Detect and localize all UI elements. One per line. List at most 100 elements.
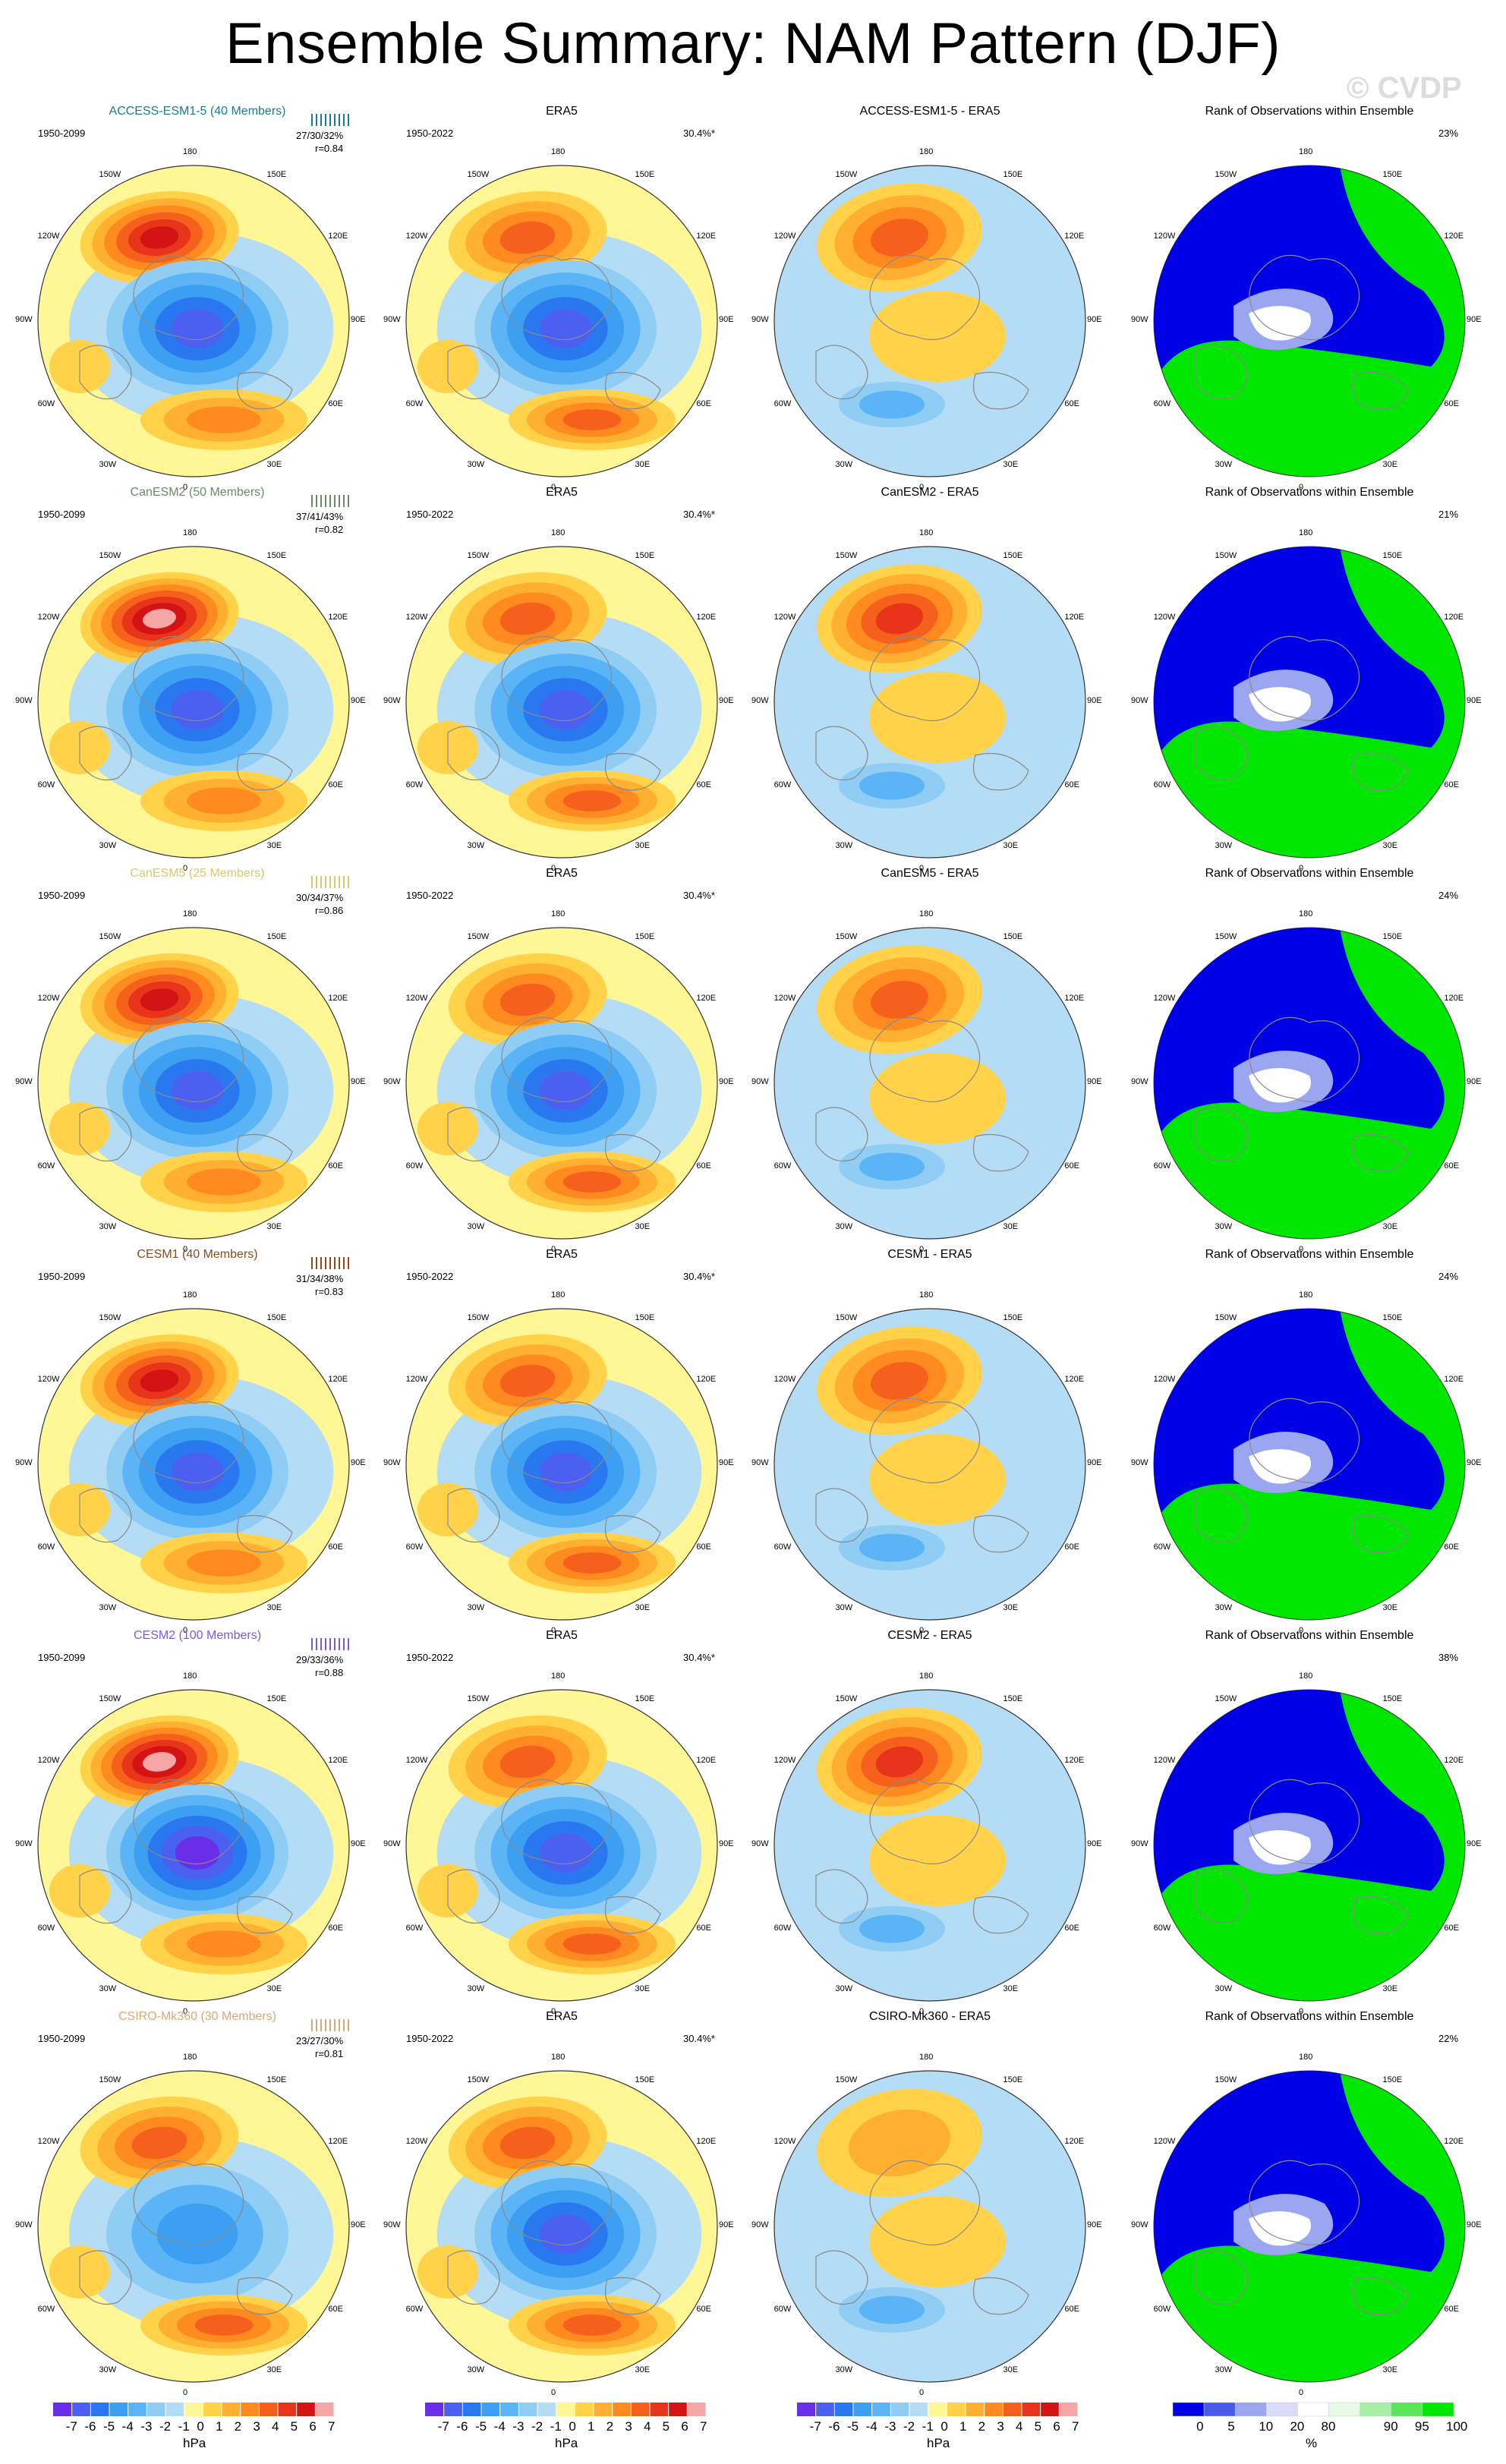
rank-title: Rank of Observations within Ensemble	[1205, 1248, 1414, 1261]
member-tick	[320, 1257, 322, 1269]
contour-level	[499, 602, 556, 635]
lon-label: 150W	[99, 1694, 121, 1703]
lon-label: 120W	[37, 231, 60, 241]
lon-label: 90E	[719, 315, 734, 324]
model-title: CESM2 (100 Members)	[133, 1629, 262, 1642]
lon-label: 90W	[383, 696, 401, 705]
member-tick	[334, 1257, 336, 1269]
period-label: 1950-2099	[38, 890, 86, 901]
lon-label: 60W	[773, 1542, 792, 1552]
rank-pct: 38%	[1438, 1652, 1459, 1663]
lon-label: 120W	[1153, 2136, 1176, 2146]
contour-level	[562, 409, 622, 430]
lon-label: 90E	[351, 315, 366, 324]
colorbar-cell	[165, 2403, 184, 2416]
lon-label: 180	[551, 1290, 566, 1300]
contour-level	[562, 2314, 622, 2336]
lon-label: 30E	[1382, 460, 1398, 470]
lon-label: 90E	[1467, 1839, 1482, 1848]
ensemble-stats: 23/27/30%	[296, 2035, 344, 2047]
colorbar-units: hPa	[555, 2436, 578, 2450]
lon-label: 120E	[1064, 993, 1085, 1003]
obs-period: 1950-2022	[406, 1652, 454, 1663]
colorbar-tick-label: -3	[140, 2419, 153, 2434]
contour-level	[175, 1836, 220, 1870]
lon-label: 150E	[635, 931, 655, 941]
member-tick	[343, 876, 345, 888]
coastline	[447, 254, 661, 410]
member-tick	[348, 495, 349, 507]
contour-level	[859, 2295, 925, 2324]
lon-label: 120W	[37, 993, 60, 1003]
lon-label: 30W	[1215, 1222, 1233, 1232]
lon-label: 90E	[351, 1839, 366, 1848]
lon-label: 30E	[1003, 1984, 1019, 1994]
coastline	[1195, 2160, 1409, 2315]
lon-label: 180	[1299, 1290, 1313, 1300]
obs-pct: 30.4%*	[683, 128, 715, 139]
rank-colorbar-units: %	[1306, 2436, 1318, 2450]
correlation: r=0.88	[315, 1667, 344, 1678]
lon-label: 150W	[1215, 1694, 1237, 1703]
lon-label: 120E	[1444, 231, 1464, 241]
rank-title: Rank of Observations within Ensemble	[1205, 105, 1414, 118]
lon-label: 120E	[696, 1374, 717, 1384]
rank-pct: 24%	[1438, 1271, 1459, 1282]
lon-label: 60E	[328, 2304, 343, 2314]
contour-level	[869, 2196, 1006, 2287]
lon-label: 30W	[99, 1222, 117, 1232]
contour-level	[869, 672, 1006, 763]
lon-label: 0	[1299, 864, 1304, 873]
lon-label: 60E	[1064, 1923, 1079, 1933]
lon-label: 150W	[1215, 931, 1237, 941]
rank-colorbar-cell	[1266, 2402, 1298, 2417]
lon-label: 180	[1299, 528, 1313, 537]
member-tick	[325, 114, 326, 126]
contour-level	[848, 2109, 951, 2177]
colorbar-tick-label: 0	[197, 2419, 204, 2434]
lon-label: 150E	[1382, 1312, 1403, 1322]
lon-label: 90W	[751, 315, 769, 324]
lon-label: 180	[1299, 147, 1313, 156]
colorbar-tick-label: 4	[1016, 2419, 1023, 2434]
lon-label: 150W	[1215, 1312, 1237, 1322]
obs-panel	[405, 165, 718, 477]
colorbar-tick-label: 7	[1072, 2419, 1079, 2434]
colorbar-tick-label: -3	[512, 2419, 525, 2434]
correlation: r=0.82	[315, 524, 344, 535]
lon-label: 120W	[773, 1374, 796, 1384]
lon-label: 120W	[773, 2136, 796, 2146]
colorbar-tick-label: 2	[234, 2419, 242, 2434]
lon-label: 180	[551, 909, 566, 918]
lon-label: 90E	[1087, 315, 1102, 324]
obs-pct: 30.4%*	[683, 1271, 715, 1282]
colorbar-tick-label: -5	[475, 2419, 487, 2434]
colorbar-cell	[259, 2403, 278, 2416]
lon-label: 0	[1299, 1626, 1304, 1635]
lon-label: 60E	[328, 399, 343, 408]
lon-label: 150E	[635, 1312, 655, 1322]
colorbar-tick-label: -5	[847, 2419, 859, 2434]
lon-label: 150W	[835, 2075, 858, 2084]
colorbar-tick-label: 1	[959, 2419, 967, 2434]
rank-colorbar-cell	[1422, 2402, 1454, 2417]
model-title: CSIRO-Mk360 (30 Members)	[118, 2010, 277, 2023]
colorbar-cell	[71, 2403, 91, 2416]
lon-label: 30W	[1215, 1603, 1233, 1613]
colorbar-cell	[984, 2403, 1003, 2416]
colorbar-tick-label: -3	[884, 2419, 896, 2434]
lon-label: 120E	[1444, 2136, 1464, 2146]
lon-label: 90E	[1087, 696, 1102, 705]
colorbar-tick-label: -6	[828, 2419, 840, 2434]
colorbar-tick-label: 1	[588, 2419, 595, 2434]
colorbar-cell	[966, 2403, 985, 2416]
contour-level	[869, 1434, 1006, 1525]
lon-label: 120W	[773, 231, 796, 241]
rank-colorbar-tick-label: 90	[1383, 2419, 1398, 2434]
colorbar-tick-label: -6	[84, 2419, 96, 2434]
lon-label: 30E	[1382, 1603, 1398, 1613]
rank-colorbar-cell	[1234, 2402, 1267, 2417]
member-tick	[311, 114, 313, 126]
lon-label: 60E	[328, 1161, 343, 1171]
lon-label: 90W	[15, 315, 33, 324]
